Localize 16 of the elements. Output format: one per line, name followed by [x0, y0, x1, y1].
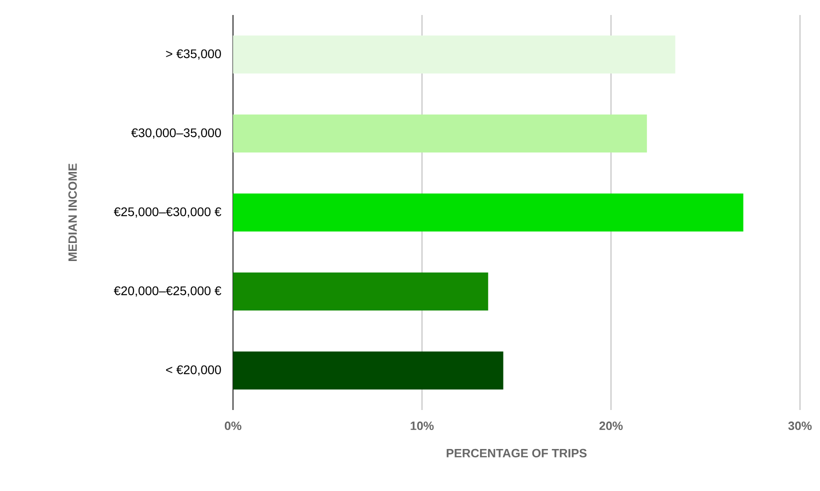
bar: [233, 114, 647, 152]
bar: [233, 272, 488, 310]
x-axis-title: PERCENTAGE OF TRIPS: [446, 448, 587, 458]
x-tick-label: 30%: [788, 422, 812, 430]
x-tick-label: 0%: [224, 422, 242, 430]
y-axis-title: MEDIAN INCOME: [68, 164, 77, 262]
bar: [233, 36, 676, 74]
x-tick-label: 10%: [410, 422, 434, 430]
bar: [233, 352, 504, 390]
y-tick-label: €20,000–€25,000 €: [114, 286, 222, 297]
y-tick-label: > €35,000: [166, 49, 221, 60]
y-tick-label: < €20,000: [166, 365, 221, 376]
bar: [233, 194, 744, 232]
x-tick-label: 20%: [599, 422, 623, 430]
y-tick-label: €30,000–35,000: [131, 128, 221, 139]
y-tick-label: €25,000–€30,000 €: [114, 207, 222, 218]
